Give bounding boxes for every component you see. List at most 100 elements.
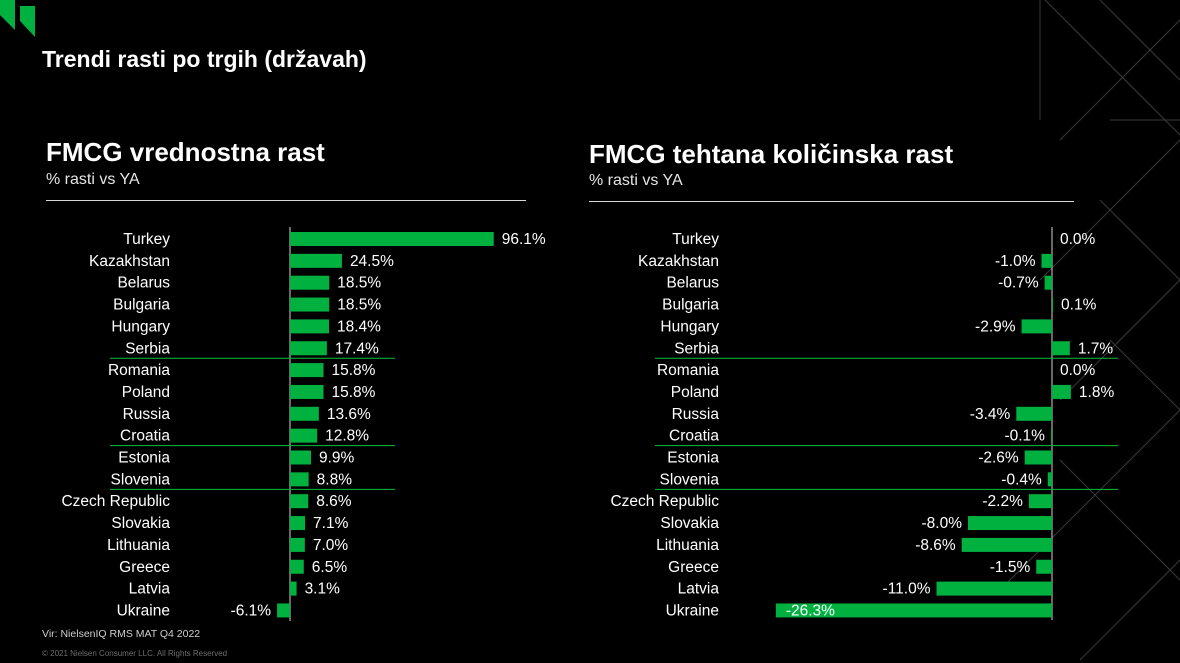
value-label: 18.4% bbox=[337, 318, 381, 335]
category-label: Slovakia bbox=[660, 515, 719, 532]
value-label: 17.4% bbox=[335, 340, 379, 357]
bar bbox=[290, 428, 318, 443]
category-label: Estonia bbox=[667, 450, 719, 467]
category-label: Slovakia bbox=[111, 515, 170, 532]
value-label: 0.1% bbox=[1061, 297, 1097, 314]
category-label: Turkey bbox=[123, 231, 170, 248]
bar bbox=[775, 603, 1052, 618]
bar bbox=[290, 406, 319, 421]
bar bbox=[290, 516, 306, 531]
value-label: 12.8% bbox=[325, 428, 369, 445]
left-chart-subtitle: % rasti vs YA bbox=[46, 171, 140, 188]
bar bbox=[290, 253, 342, 268]
bar bbox=[1052, 341, 1070, 356]
bar bbox=[1047, 472, 1052, 487]
right-chart-title: FMCG tehtana količinska rast bbox=[589, 139, 954, 169]
value-label: 6.5% bbox=[312, 559, 348, 576]
value-label: -3.4% bbox=[970, 406, 1011, 423]
value-label: 0.0% bbox=[1060, 231, 1096, 248]
category-label: Latvia bbox=[678, 581, 720, 598]
value-label: 1.8% bbox=[1079, 384, 1115, 401]
bar bbox=[1028, 494, 1052, 509]
bar bbox=[1041, 253, 1052, 268]
value-label: -6.1% bbox=[231, 602, 272, 619]
value-label: 96.1% bbox=[502, 231, 546, 248]
category-label: Croatia bbox=[120, 428, 170, 445]
category-label: Slovenia bbox=[111, 471, 171, 488]
bar bbox=[290, 341, 327, 356]
category-label: Lithuania bbox=[107, 537, 170, 554]
value-label: 15.8% bbox=[331, 362, 375, 379]
category-label: Serbia bbox=[674, 340, 719, 357]
nielsen-logo bbox=[0, 0, 35, 37]
category-label: Croatia bbox=[669, 428, 719, 445]
value-label: -0.4% bbox=[1001, 471, 1042, 488]
category-label: Romania bbox=[108, 362, 170, 379]
bar bbox=[968, 516, 1052, 531]
category-label: Kazakhstan bbox=[638, 253, 719, 270]
category-label: Bulgaria bbox=[113, 297, 170, 314]
page-title: Trendi rasti po trgih (državah) bbox=[42, 46, 367, 72]
source-note: Vir: NielsenIQ RMS MAT Q4 2022 bbox=[42, 628, 201, 640]
bar bbox=[290, 472, 309, 487]
value-label: 9.9% bbox=[319, 450, 355, 467]
category-label: Belarus bbox=[117, 275, 170, 292]
value-label: 8.6% bbox=[316, 493, 352, 510]
value-label: 18.5% bbox=[337, 275, 381, 292]
category-label: Ukraine bbox=[117, 602, 170, 619]
bar bbox=[1036, 559, 1052, 574]
category-label: Romania bbox=[657, 362, 719, 379]
bar bbox=[277, 603, 290, 618]
value-label: 15.8% bbox=[331, 384, 375, 401]
category-label: Russia bbox=[123, 406, 171, 423]
bar bbox=[1044, 275, 1052, 290]
bar bbox=[1016, 406, 1052, 421]
value-label: -2.2% bbox=[982, 493, 1023, 510]
value-label: 8.8% bbox=[317, 471, 353, 488]
value-label: 1.7% bbox=[1078, 340, 1114, 357]
category-label: Estonia bbox=[118, 450, 170, 467]
category-label: Turkey bbox=[672, 231, 719, 248]
value-label: 18.5% bbox=[337, 297, 381, 314]
bar bbox=[961, 537, 1052, 552]
bar bbox=[290, 494, 309, 509]
category-label: Lithuania bbox=[656, 537, 719, 554]
bar bbox=[290, 319, 330, 334]
category-label: Poland bbox=[671, 384, 719, 401]
bar bbox=[1024, 450, 1052, 465]
value-label: 3.1% bbox=[305, 581, 341, 598]
category-label: Latvia bbox=[129, 581, 171, 598]
bar bbox=[290, 232, 494, 246]
bar bbox=[1050, 428, 1052, 443]
value-label: -0.1% bbox=[1004, 428, 1045, 445]
category-label: Poland bbox=[122, 384, 170, 401]
right-title-rule bbox=[589, 201, 1074, 202]
bar bbox=[290, 275, 330, 290]
category-label: Czech Republic bbox=[610, 493, 719, 510]
category-label: Bulgaria bbox=[662, 297, 719, 314]
triangle-pattern bbox=[999, 0, 1180, 661]
bar bbox=[290, 297, 330, 312]
category-label: Greece bbox=[119, 559, 170, 576]
value-label: 24.5% bbox=[350, 253, 394, 270]
value-label: -11.0% bbox=[883, 581, 931, 598]
right-chart-subtitle: % rasti vs YA bbox=[589, 172, 683, 189]
value-label: 7.1% bbox=[313, 515, 349, 532]
bar bbox=[936, 581, 1052, 596]
value-label: -2.6% bbox=[978, 450, 1019, 467]
bar bbox=[290, 450, 311, 465]
category-label: Belarus bbox=[666, 275, 719, 292]
left-chart-title: FMCG vrednostna rast bbox=[46, 137, 325, 167]
category-label: Slovenia bbox=[660, 471, 720, 488]
category-label: Hungary bbox=[660, 318, 719, 335]
category-label: Greece bbox=[668, 559, 719, 576]
value-label: 7.0% bbox=[313, 537, 349, 554]
value-label: -0.7% bbox=[998, 275, 1039, 292]
category-label: Hungary bbox=[111, 318, 170, 335]
value-label: -2.9% bbox=[975, 318, 1016, 335]
category-label: Ukraine bbox=[666, 602, 719, 619]
bar bbox=[290, 384, 324, 399]
